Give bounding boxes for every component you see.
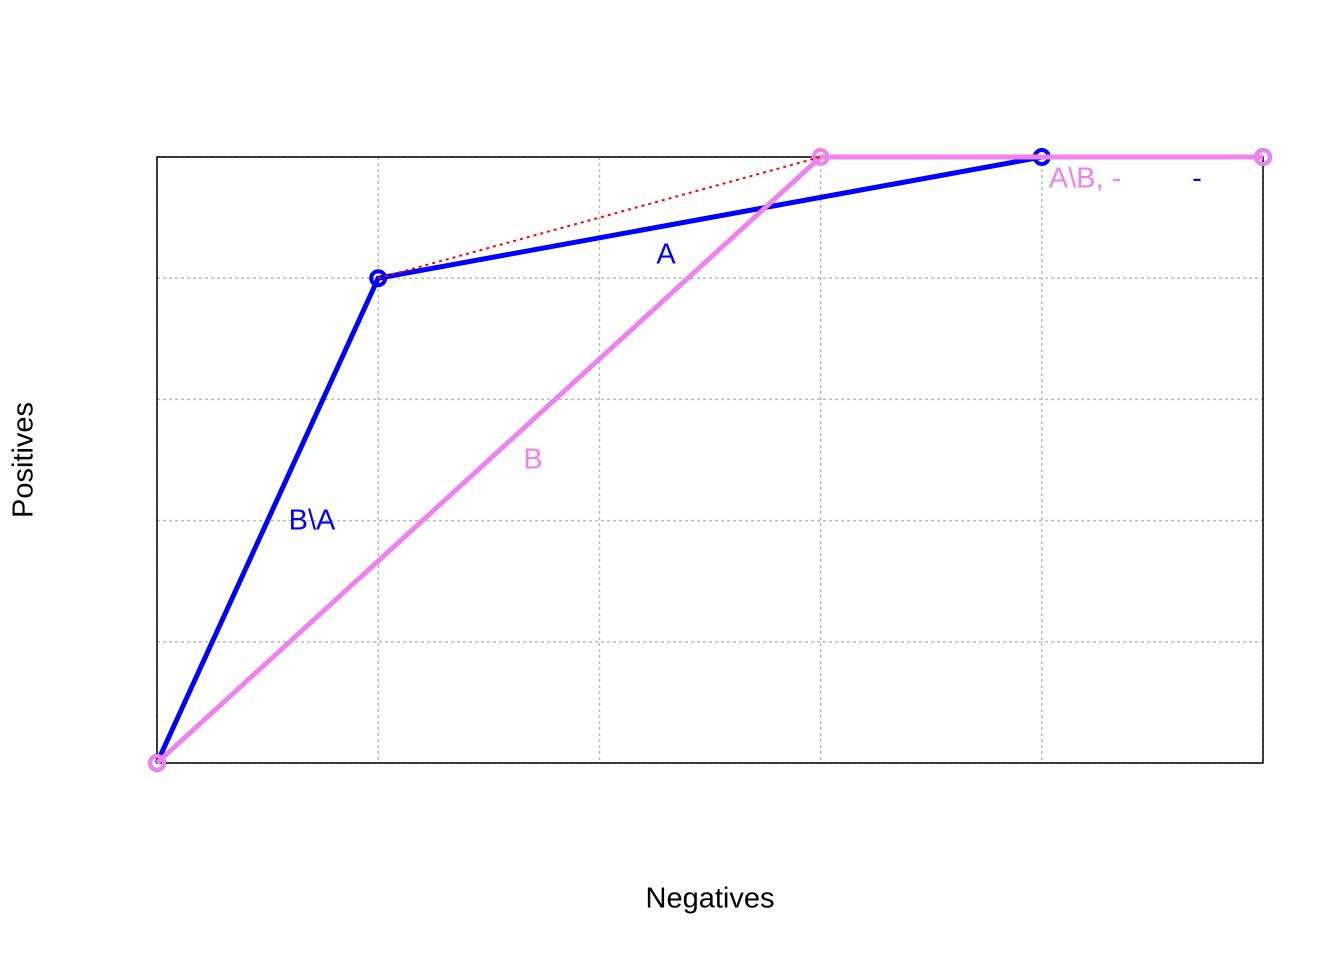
- series-line: [155, 154, 1263, 765]
- point-marker: [369, 269, 388, 288]
- point-marker: [148, 754, 166, 772]
- annotation: B: [523, 444, 542, 476]
- y-axis-label: Positives: [8, 402, 40, 518]
- x-axis-label: Negatives: [646, 883, 775, 915]
- annotation: A\B, -: [1049, 163, 1122, 195]
- annotation: -: [1192, 163, 1202, 195]
- plot-frame: [156, 156, 1264, 764]
- annotation: A: [656, 239, 676, 271]
- annotation: B\A: [289, 505, 336, 537]
- point-marker: [1254, 148, 1272, 166]
- point-marker: [811, 148, 830, 166]
